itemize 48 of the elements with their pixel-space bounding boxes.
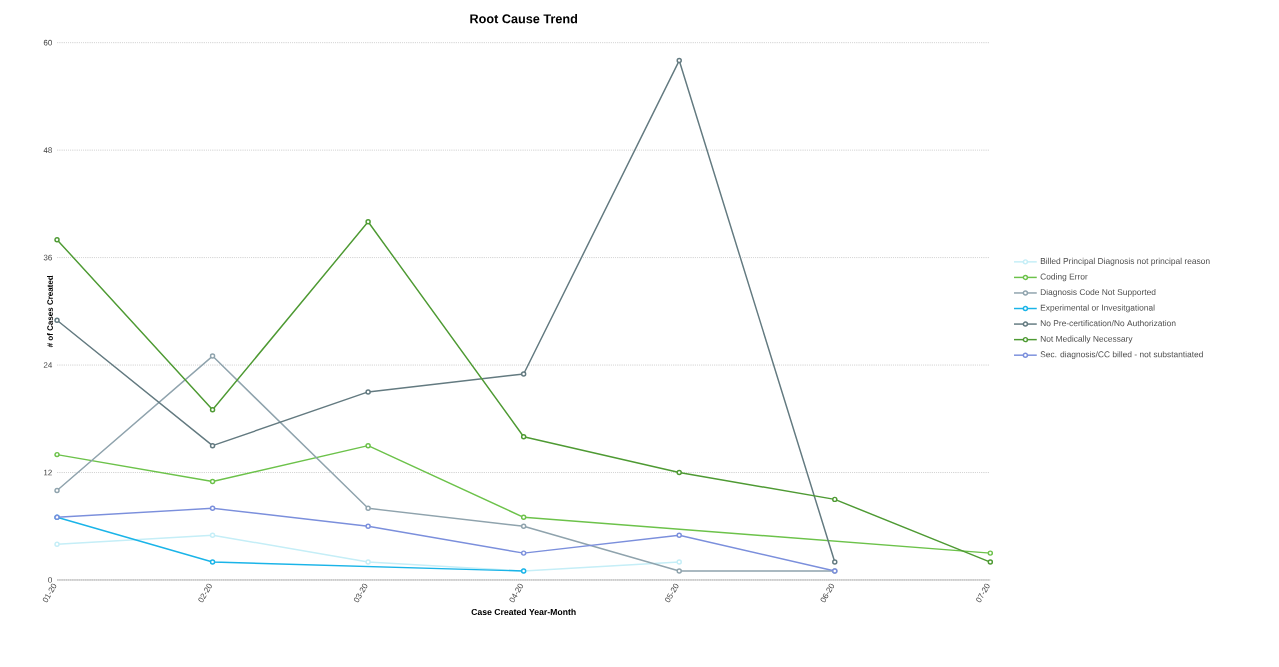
point [832,559,838,565]
point [520,550,527,556]
y-tick-label: 60 [43,39,52,46]
y-tick-label: 48 [43,147,52,153]
y-axis-title: # of Cases Created [47,275,53,348]
legend-label: Billed Principal Diagnosis not principal reason [1040,257,1210,266]
point [520,514,527,521]
point [54,487,60,494]
point [209,478,216,485]
point [209,532,216,538]
point [987,550,994,556]
point [987,559,994,565]
legend-label: No Pre-certification/No Authorization [1040,320,1176,327]
point [209,353,216,359]
chart-title: Root Cause Trend [470,13,578,24]
point [365,219,371,225]
legend-label: Experimental or Invesitgational [1040,304,1155,313]
point [676,559,682,565]
point [365,505,371,512]
point [209,407,216,413]
point [365,389,371,395]
legend-label: Diagnosis Code Not Supported [1040,288,1156,297]
point [365,523,371,529]
y-tick-label: 0 [48,577,52,583]
point [832,496,838,503]
point [209,442,216,449]
point [676,532,682,538]
legend-label: Coding Error [1040,273,1088,282]
point [209,559,216,565]
point [365,442,371,449]
point [54,236,60,243]
y-tick-label: 24 [43,362,53,368]
legend-label: Sec. diagnosis/CC billed - not substantiated [1040,351,1203,359]
x-axis-title: Case Created Year-Month [471,608,576,616]
point [54,317,60,324]
point [54,451,60,458]
point [520,433,527,440]
point [676,469,682,476]
y-tick-label: 36 [43,254,52,261]
y-tick-label: 12 [44,469,52,476]
point [365,559,371,565]
point [520,523,527,529]
point [54,541,60,547]
point [209,505,216,512]
legend-label: Not Medically Necessary [1040,335,1133,344]
point [676,568,682,574]
point [676,57,682,64]
point [520,371,527,377]
